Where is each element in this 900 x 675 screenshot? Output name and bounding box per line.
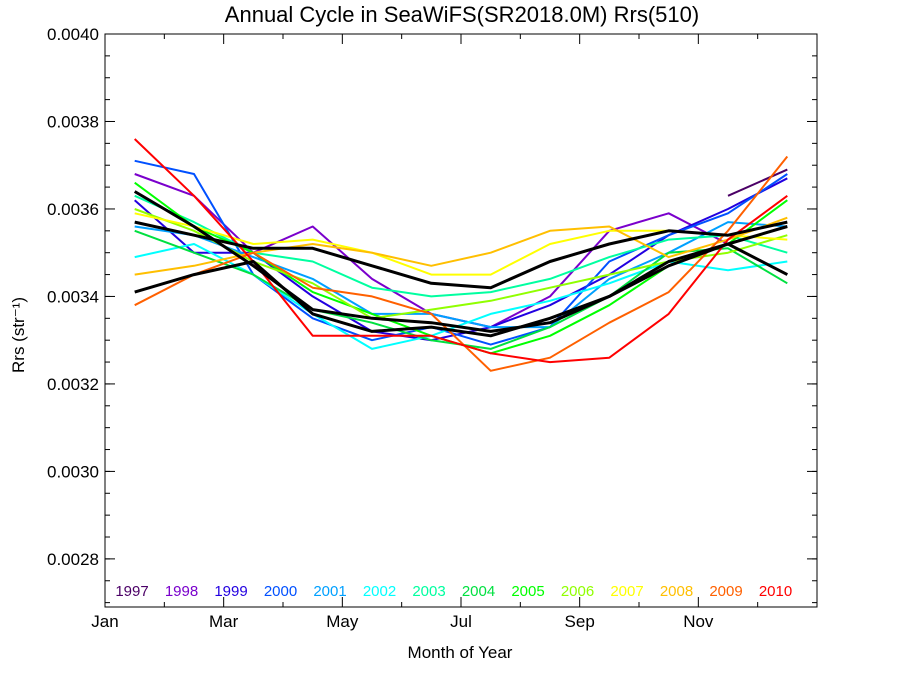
- legend-label-2009: 2009: [709, 583, 742, 600]
- x-tick-label: Sep: [565, 612, 595, 631]
- legend-label-2004: 2004: [462, 583, 495, 600]
- y-tick-label: 0.0036: [47, 200, 99, 219]
- x-tick-label: Nov: [683, 612, 714, 631]
- y-tick-label: 0.0030: [47, 462, 99, 481]
- series-line-1997: [727, 168, 788, 197]
- y-axis-title: Rrs (str⁻¹): [9, 297, 28, 373]
- x-tick-label: May: [326, 612, 359, 631]
- y-tick-label: 0.0038: [47, 112, 99, 131]
- series-line-2010: [134, 138, 788, 364]
- legend-label-2003: 2003: [412, 583, 445, 600]
- x-tick-label: Jan: [91, 612, 118, 631]
- chart-title: Annual Cycle in SeaWiFS(SR2018.0M) Rrs(5…: [225, 2, 699, 27]
- series-line-2008: [134, 216, 788, 276]
- x-axis-title: Month of Year: [408, 643, 513, 662]
- y-tick-label: 0.0028: [47, 550, 99, 569]
- axis-ticks: 0.0028 0.0030 0.0032 0.0034 0.0036 0.0038 0.00…: [47, 25, 818, 631]
- y-tick-label: 0.0034: [47, 287, 99, 306]
- series-line-2001: [134, 221, 788, 329]
- x-tick-label: Jul: [450, 612, 472, 631]
- x-tick-label: Mar: [209, 612, 239, 631]
- legend-label-2010: 2010: [759, 583, 792, 600]
- y-tick-label: 0.0032: [47, 375, 99, 394]
- legend-label-2006: 2006: [561, 583, 594, 600]
- series-line-black-14: [134, 220, 788, 290]
- legend-label-1999: 1999: [214, 583, 247, 600]
- legend-label-2005: 2005: [511, 583, 544, 600]
- y-tick-label: 0.0040: [47, 25, 99, 44]
- legend-label-1997: 1997: [115, 583, 148, 600]
- legend-label-2000: 2000: [264, 583, 297, 600]
- legend-label-2001: 2001: [313, 583, 346, 600]
- legend-label-2002: 2002: [363, 583, 396, 600]
- series-line-2009: [134, 155, 789, 372]
- series-line-black-16: [133, 190, 788, 333]
- legend-label-2008: 2008: [660, 583, 693, 600]
- series-line-black-15: [134, 225, 788, 338]
- series-line-2003: [134, 194, 788, 298]
- series-lines: [133, 138, 789, 372]
- legend-label-1998: 1998: [165, 583, 198, 600]
- legend: 1997 1998 1999 2000 2001 2002 2003 2004 2005 2006…: [115, 583, 792, 600]
- legend-label-2007: 2007: [610, 583, 643, 600]
